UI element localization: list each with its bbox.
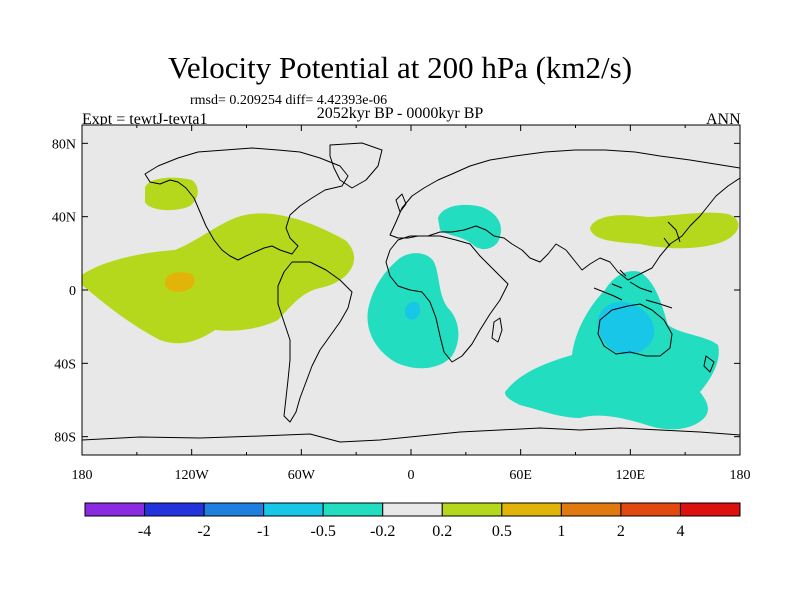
colorbar-label: 0.5 bbox=[492, 523, 512, 540]
coast-new-zealand bbox=[703, 355, 715, 373]
axis-tick-labels: 80N 40N 0 40S 80S 180 120W 60W 0 60E 120E 180 bbox=[52, 137, 751, 483]
colorbar-swatch bbox=[620, 502, 681, 517]
coast-british-isles bbox=[395, 193, 407, 213]
colorbar-swatch bbox=[263, 502, 324, 517]
lon-tick-label: 120W bbox=[175, 468, 210, 483]
contour-pos-1-pacific bbox=[164, 272, 195, 292]
lat-tick-label: 40N bbox=[52, 211, 76, 226]
colorbar-swatch bbox=[322, 502, 384, 517]
lat-tick-label: 80S bbox=[54, 431, 76, 446]
colorbar-label: 1 bbox=[557, 523, 565, 540]
colorbar-swatch bbox=[560, 502, 622, 517]
colorbar-label: -0.5 bbox=[311, 523, 336, 540]
contour-neg-mediterranean bbox=[438, 204, 502, 250]
colorbar-swatch bbox=[501, 502, 562, 517]
colorbar-swatch bbox=[441, 502, 503, 517]
lon-tick-label: 60E bbox=[509, 468, 532, 483]
contour-neg-05-gulf-guinea bbox=[405, 302, 420, 320]
colorbar-label: 0.2 bbox=[432, 523, 452, 540]
contour-neg-05-australia bbox=[597, 301, 655, 355]
rmsd-diff-stats: rmsd= 0.209254 diff= 4.42393e-06 bbox=[190, 93, 388, 108]
colorbar-label: 4 bbox=[676, 523, 684, 540]
coast-australia bbox=[597, 303, 673, 357]
coast-antarctica bbox=[82, 427, 740, 443]
colorbar-swatch bbox=[203, 502, 265, 517]
contour-pos-alaska bbox=[145, 177, 198, 211]
colorbar-label: 2 bbox=[617, 523, 625, 540]
experiment-label: Expt = tewtJ-tevta1 bbox=[82, 111, 208, 128]
contour-neg-indopacific bbox=[505, 271, 719, 430]
colorbar-swatch bbox=[679, 502, 741, 517]
lon-tick-label: 180 bbox=[72, 468, 93, 483]
chart-title: Velocity Potential at 200 hPa (km2/s) bbox=[167, 50, 633, 85]
coast-north-america bbox=[144, 147, 349, 261]
colorbar-swatch bbox=[144, 502, 205, 517]
colorbar-label: -0.2 bbox=[370, 523, 395, 540]
coastlines bbox=[82, 142, 740, 443]
lat-tick-label: 0 bbox=[69, 284, 76, 299]
lat-tick-label: 80N bbox=[52, 137, 76, 152]
coast-indonesia bbox=[593, 269, 673, 309]
contour-pos-eastasia bbox=[590, 212, 739, 249]
colorbar-label: -2 bbox=[197, 523, 210, 540]
lon-tick-label: 120E bbox=[616, 468, 646, 483]
colorbar-swatch bbox=[382, 502, 443, 517]
colorbar-swatch bbox=[84, 502, 146, 517]
season-label: ANN bbox=[706, 111, 741, 128]
coast-madagascar bbox=[491, 317, 503, 343]
lon-tick-label: 60W bbox=[288, 468, 316, 483]
time-period: 2052kyr BP - 0000kyr BP bbox=[316, 105, 484, 122]
lon-tick-label: 180 bbox=[730, 468, 751, 483]
coast-japan bbox=[663, 221, 681, 247]
colorbar: -4 -2 -1 -0.5 -0.2 0.2 0.5 1 2 4 bbox=[84, 502, 741, 540]
coast-greenland bbox=[329, 142, 383, 189]
contour-pos-pacific-americas bbox=[82, 213, 355, 344]
coast-europe-asia bbox=[389, 149, 740, 281]
lat-tick-label: 40S bbox=[54, 357, 76, 372]
coast-south-america bbox=[277, 261, 353, 423]
lon-tick-label: 0 bbox=[408, 468, 415, 483]
colorbar-label: -1 bbox=[257, 523, 270, 540]
coast-africa bbox=[385, 235, 509, 363]
axis-ticks bbox=[81, 125, 741, 455]
colorbar-label: -4 bbox=[138, 523, 151, 540]
contour-fills bbox=[82, 177, 739, 430]
